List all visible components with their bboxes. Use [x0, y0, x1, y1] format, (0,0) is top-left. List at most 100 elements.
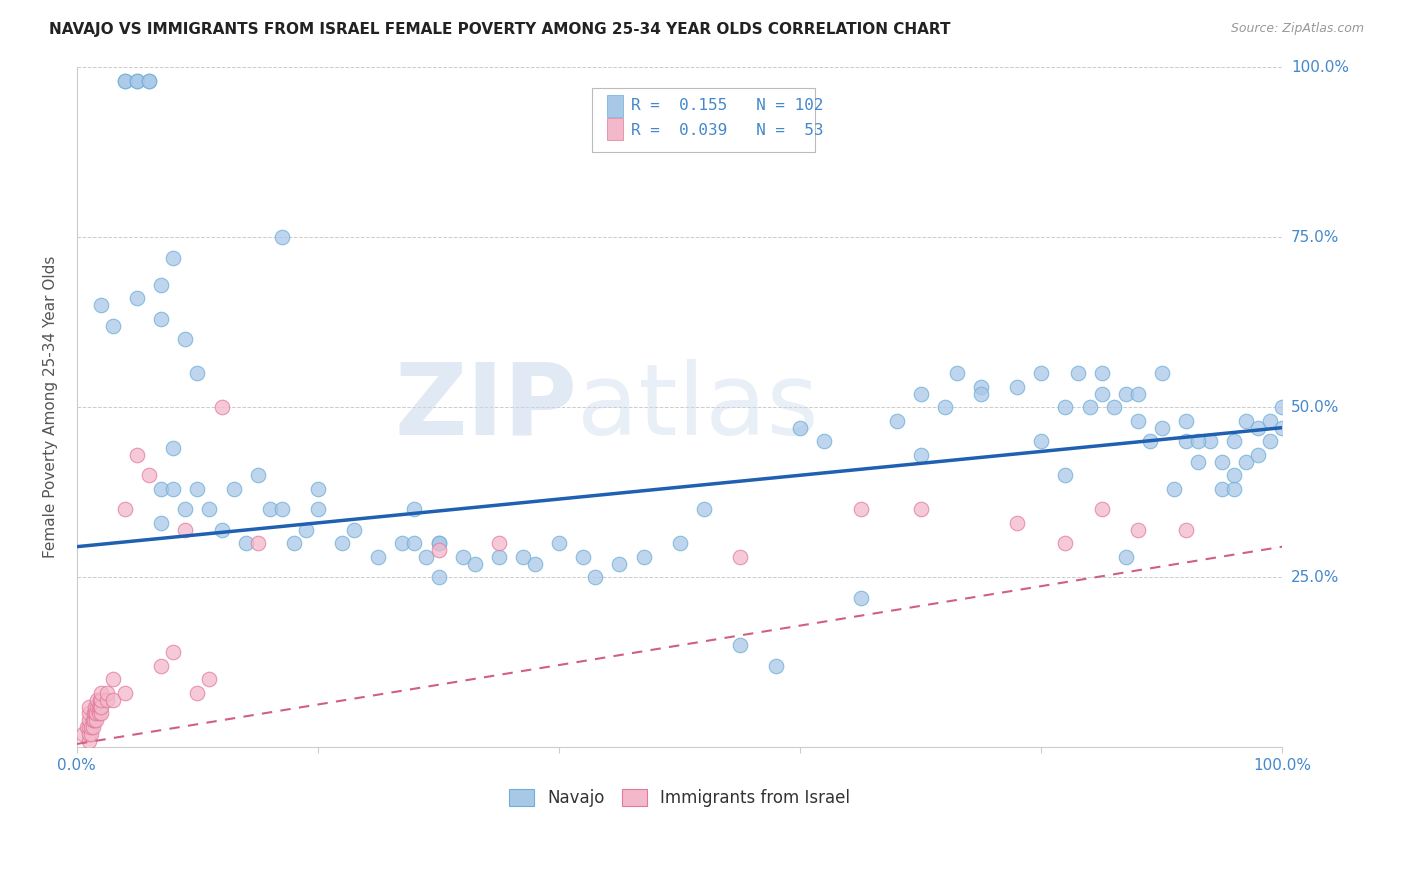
Point	[488, 536, 510, 550]
Text: ZIP: ZIP	[394, 359, 578, 456]
Point	[77, 713, 100, 727]
Point	[1091, 366, 1114, 380]
Point	[307, 482, 329, 496]
Point	[451, 549, 474, 564]
Point	[90, 298, 112, 312]
Point	[283, 536, 305, 550]
Point	[84, 706, 107, 721]
Point	[89, 699, 111, 714]
Point	[1126, 386, 1149, 401]
Point	[114, 73, 136, 87]
Point	[609, 557, 631, 571]
Point	[186, 366, 208, 380]
Point	[307, 502, 329, 516]
Point	[464, 557, 486, 571]
Point	[1126, 414, 1149, 428]
Point	[198, 502, 221, 516]
Point	[150, 277, 173, 292]
Point	[1260, 414, 1282, 428]
Point	[1102, 401, 1125, 415]
Point	[910, 386, 932, 401]
Point	[427, 536, 450, 550]
Point	[101, 692, 124, 706]
Point	[162, 645, 184, 659]
Point	[83, 713, 105, 727]
Point	[96, 686, 118, 700]
Point	[1115, 549, 1137, 564]
Point	[367, 549, 389, 564]
Point	[934, 401, 956, 415]
Point	[270, 502, 292, 516]
Point	[295, 523, 318, 537]
Point	[415, 549, 437, 564]
Point	[1247, 448, 1270, 462]
Point	[80, 727, 103, 741]
Point	[1247, 420, 1270, 434]
Point	[668, 536, 690, 550]
Point	[1187, 434, 1209, 449]
Point	[1211, 455, 1233, 469]
Point	[765, 658, 787, 673]
Point	[84, 713, 107, 727]
Point	[970, 386, 993, 401]
FancyBboxPatch shape	[592, 87, 814, 153]
Point	[404, 502, 426, 516]
Point	[1271, 401, 1294, 415]
Point	[343, 523, 366, 537]
Point	[1054, 536, 1077, 550]
Point	[728, 549, 751, 564]
Point	[1054, 468, 1077, 483]
Point	[1150, 420, 1173, 434]
Point	[813, 434, 835, 449]
Text: 50.0%: 50.0%	[1291, 400, 1339, 415]
Point	[1150, 366, 1173, 380]
Point	[1007, 516, 1029, 530]
Point	[80, 720, 103, 734]
Point	[86, 692, 108, 706]
Point	[946, 366, 969, 380]
Point	[77, 733, 100, 747]
Point	[1054, 401, 1077, 415]
Point	[1091, 386, 1114, 401]
Point	[127, 292, 149, 306]
Point	[89, 692, 111, 706]
Point	[77, 706, 100, 721]
Point	[1066, 366, 1088, 380]
Point	[138, 73, 160, 87]
Point	[101, 318, 124, 333]
Point	[1126, 523, 1149, 537]
Point	[728, 638, 751, 652]
Text: atlas: atlas	[578, 359, 818, 456]
Point	[886, 414, 908, 428]
Point	[83, 706, 105, 721]
Point	[162, 482, 184, 496]
Point	[693, 502, 716, 516]
FancyBboxPatch shape	[607, 95, 623, 117]
Point	[427, 543, 450, 558]
Point	[512, 549, 534, 564]
Point	[90, 692, 112, 706]
Point	[90, 706, 112, 721]
Text: R =  0.039   N =  53: R = 0.039 N = 53	[631, 123, 824, 138]
Point	[548, 536, 571, 550]
Point	[1223, 482, 1246, 496]
Point	[162, 251, 184, 265]
Point	[1271, 420, 1294, 434]
Point	[198, 673, 221, 687]
Point	[84, 706, 107, 721]
Point	[1139, 434, 1161, 449]
Point	[114, 502, 136, 516]
Point	[572, 549, 595, 564]
Point	[404, 536, 426, 550]
Point	[86, 699, 108, 714]
Point	[910, 502, 932, 516]
Point	[259, 502, 281, 516]
Point	[114, 686, 136, 700]
Point	[849, 591, 872, 605]
Point	[1175, 523, 1198, 537]
Point	[186, 686, 208, 700]
Point	[427, 536, 450, 550]
Point	[77, 727, 100, 741]
Point	[90, 699, 112, 714]
Point	[1091, 502, 1114, 516]
